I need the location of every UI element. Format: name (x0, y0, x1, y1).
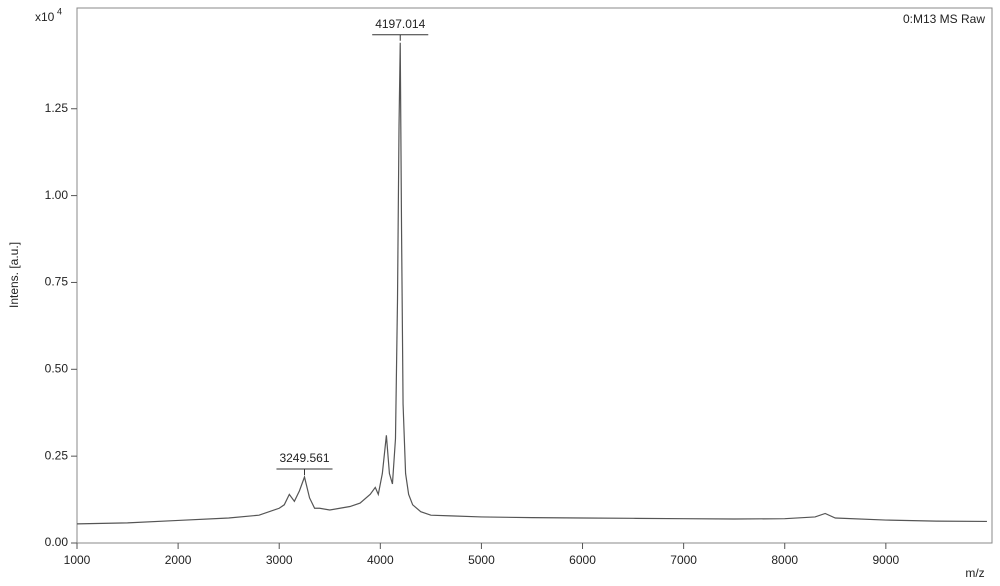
spectrum-line (76, 42, 987, 525)
x-tick-label: 7000 (670, 553, 697, 567)
legend-text: 0:M13 MS Raw (903, 12, 985, 26)
y-axis-title: Intens. [a.u.] (7, 242, 21, 308)
y-tick-label: 0.50 (45, 361, 69, 375)
x-tick-label: 6000 (569, 553, 596, 567)
x-tick-label: 4000 (367, 553, 394, 567)
annotation-label: 3249.561 (279, 451, 329, 465)
x-tick-label: 9000 (872, 553, 899, 567)
y-scale-base: x10 (35, 10, 55, 24)
x-axis-title: m/z (965, 566, 984, 580)
x-tick-label: 3000 (266, 553, 293, 567)
y-tick-label: 1.25 (45, 101, 69, 115)
y-tick-label: 0.25 (45, 448, 69, 462)
x-tick-label: 8000 (771, 553, 798, 567)
x-tick-label: 2000 (165, 553, 192, 567)
y-tick-label: 0.75 (45, 275, 69, 289)
y-tick-label: 0.00 (45, 535, 69, 549)
y-tick-label: 1.00 (45, 188, 69, 202)
x-tick-label: 1000 (64, 553, 91, 567)
x-tick-label: 5000 (468, 553, 495, 567)
plot-frame (76, 7, 993, 544)
annotation-label: 4197.014 (375, 17, 425, 31)
y-scale-exponent: 4 (57, 6, 62, 16)
